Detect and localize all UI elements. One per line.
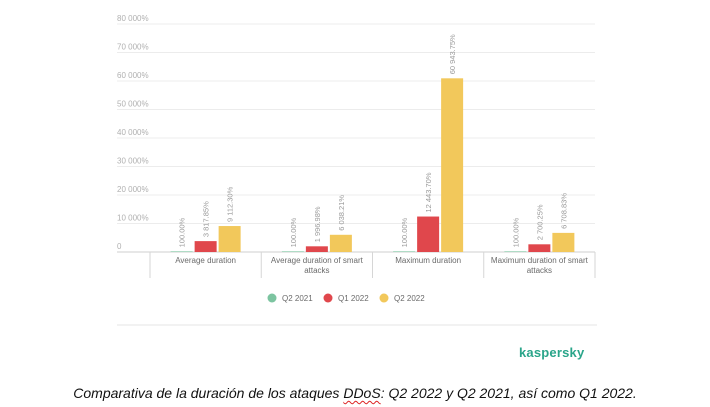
y-tick-label: 40 000% <box>117 128 149 137</box>
data-label: 6 708.83% <box>559 193 568 229</box>
y-axis-labels: 0 10 000% 20 000% 30 000% 40 000% 50 000% 60 0… <box>117 14 149 251</box>
data-label: 100.00% <box>400 217 409 247</box>
y-tick-label: 80 000% <box>117 14 149 23</box>
caption-before: Comparativa de la duración de los ataque… <box>73 385 344 401</box>
data-label: 6 038.21% <box>337 195 346 231</box>
bar <box>552 232 575 252</box>
y-tick-label: 60 000% <box>117 71 149 80</box>
data-label: 3 817.85% <box>202 201 211 237</box>
bar <box>528 244 551 252</box>
x-tick-label: Average duration <box>175 256 236 265</box>
bar <box>218 226 241 252</box>
legend-label: Q2 2022 <box>394 294 425 303</box>
legend: Q2 2021 Q1 2022 Q2 2022 <box>267 293 425 303</box>
legend-swatch <box>267 293 277 303</box>
caption-after: : Q2 2022 y Q2 2021, así como Q1 2022. <box>380 385 637 401</box>
bar <box>441 78 464 253</box>
legend-swatch <box>323 293 333 303</box>
data-label: 100.00% <box>289 217 298 247</box>
data-label: 1 996.98% <box>313 206 322 242</box>
bar <box>417 216 440 252</box>
bar <box>393 251 416 252</box>
bar <box>281 251 304 252</box>
chart: 0 10 000% 20 000% 30 000% 40 000% 50 000% 60 0… <box>117 14 597 360</box>
x-tick-label: attacks <box>527 266 552 275</box>
bar <box>329 234 352 252</box>
data-label: 100.00% <box>178 217 187 247</box>
x-axis: Average duration Average duration of smar… <box>149 252 596 278</box>
brand-logo: kaspersky <box>519 345 585 360</box>
x-tick-label: Maximum duration <box>395 256 461 265</box>
data-labels: 100.00% 3 817.85% 9 112.30% 100.00% 1 996.98… <box>178 34 569 247</box>
y-tick-label: 70 000% <box>117 43 149 52</box>
figure-caption: Comparativa de la duración de los ataque… <box>0 385 710 401</box>
x-tick-label: attacks <box>304 266 329 275</box>
bar <box>305 246 328 252</box>
y-tick-label: 20 000% <box>117 185 149 194</box>
legend-swatch <box>379 293 389 303</box>
legend-label: Q1 2022 <box>338 294 369 303</box>
data-label: 12 443.70% <box>424 172 433 212</box>
y-tick-label: 10 000% <box>117 214 149 223</box>
bar <box>504 251 527 252</box>
y-tick-label: 50 000% <box>117 100 149 109</box>
data-label: 9 112.30% <box>226 186 235 222</box>
caption-flagged-word: DDoS <box>343 385 381 401</box>
data-label: 60 943.75% <box>448 34 457 74</box>
x-tick-label: Maximum duration of smart <box>491 256 589 265</box>
y-tick-label: 30 000% <box>117 157 149 166</box>
bars <box>170 78 575 253</box>
data-label: 2 700.25% <box>535 204 544 240</box>
x-tick-label: Average duration of smart <box>271 256 364 265</box>
legend-label: Q2 2021 <box>282 294 313 303</box>
bar <box>194 241 217 252</box>
bar <box>170 251 193 252</box>
data-label: 100.00% <box>511 217 520 247</box>
y-tick-label: 0 <box>117 242 122 251</box>
gridlines <box>117 23 595 253</box>
